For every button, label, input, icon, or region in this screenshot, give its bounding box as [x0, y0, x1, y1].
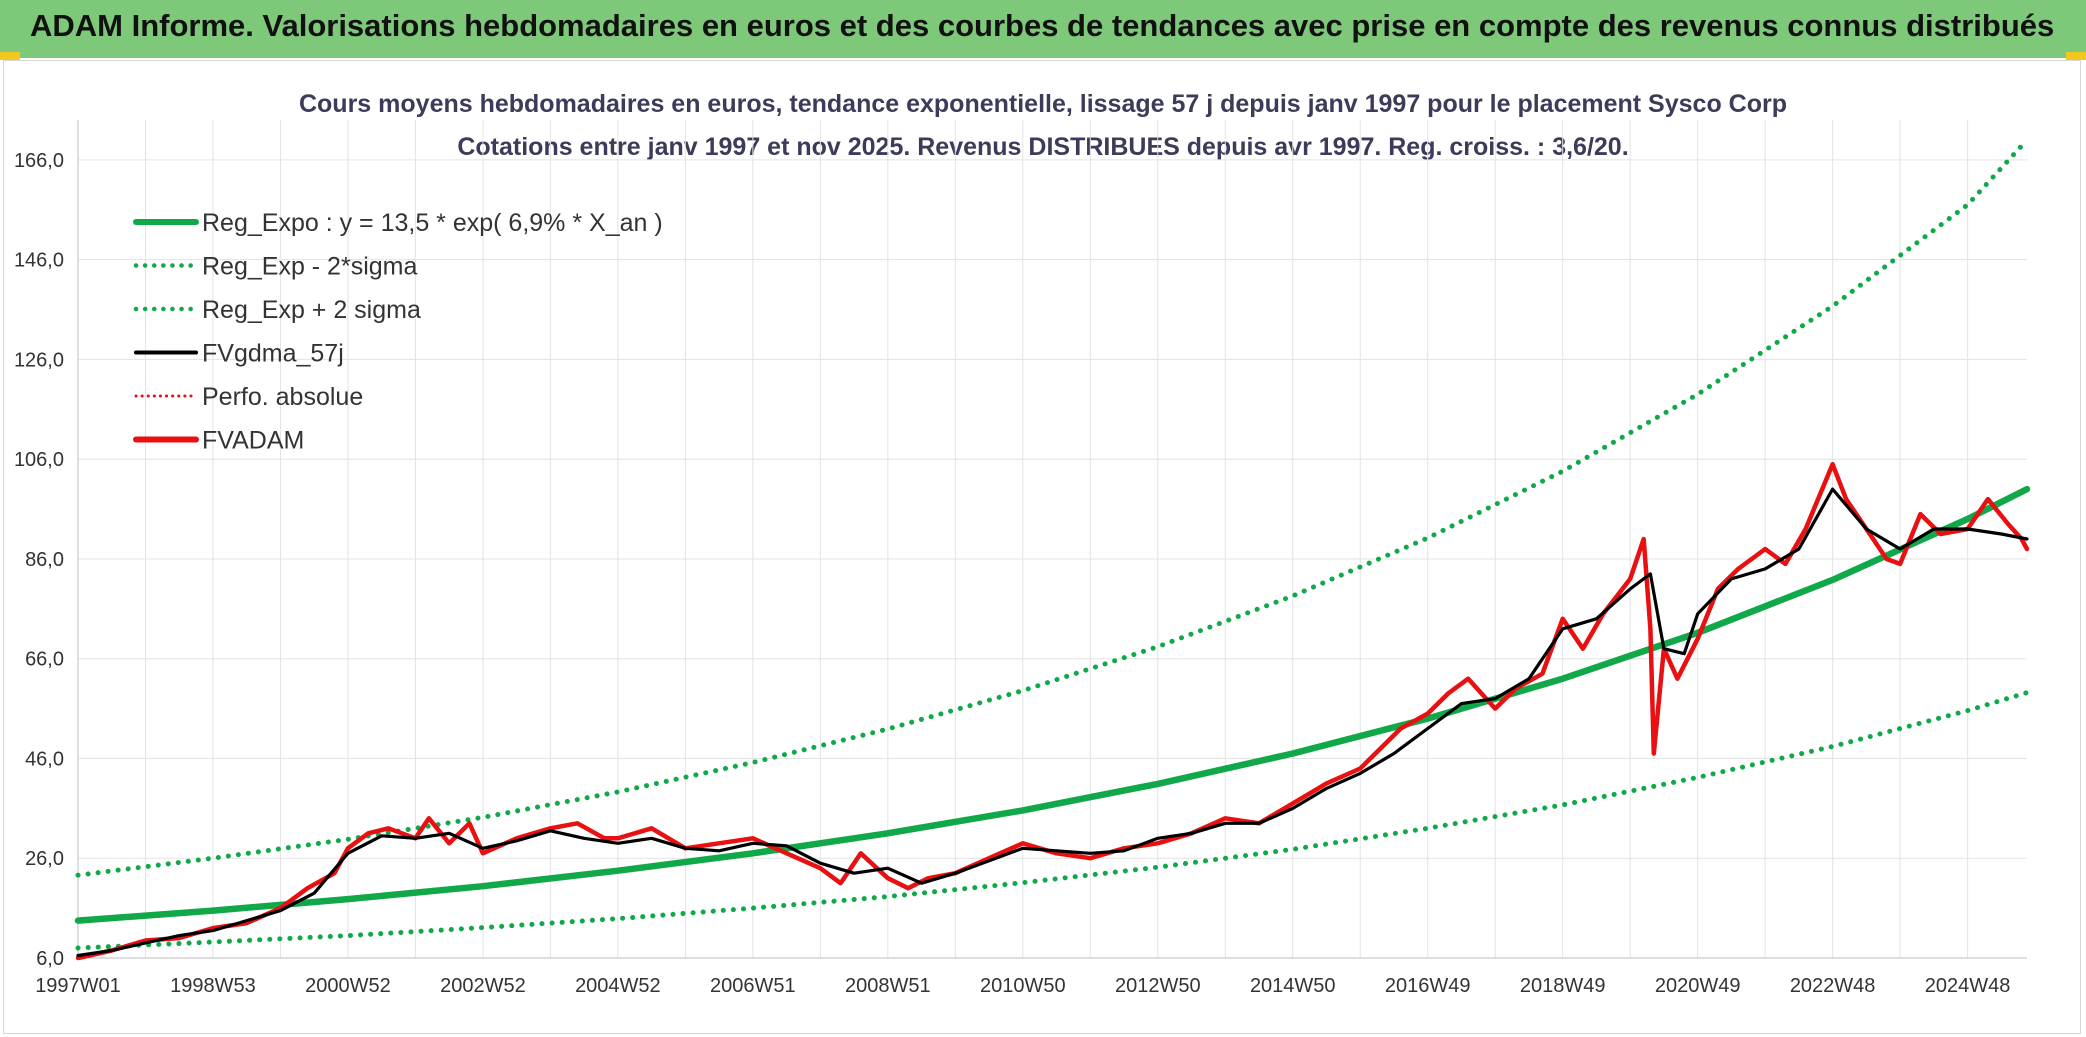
- legend-label-0: Reg_Expo : y = 13,5 * exp( 6,9% * X_an ): [202, 209, 663, 237]
- legend-label-2: Reg_Exp + 2 sigma: [202, 296, 421, 324]
- corner-mark-left: [0, 52, 20, 60]
- y-tick-label: 166,0: [14, 150, 64, 172]
- x-tick-label: 1997W01: [35, 975, 121, 997]
- x-tick-label: 2002W52: [440, 975, 526, 997]
- series-line-2: [75, 137, 2030, 878]
- x-tick-label: 2018W49: [1520, 975, 1606, 997]
- series-line-0: [74, 485, 2031, 924]
- legend-label-3: FVgdma_57j: [202, 340, 344, 368]
- x-tick-label: 2014W50: [1250, 975, 1336, 997]
- y-tick-label: 66,0: [25, 649, 64, 671]
- corner-mark-right: [2066, 52, 2086, 60]
- y-tick-label: 46,0: [25, 748, 64, 770]
- y-tick-label: 126,0: [14, 349, 64, 371]
- series-line-1: [75, 690, 2030, 951]
- banner-title: ADAM Informe. Valorisations hebdomadaire…: [30, 8, 2055, 43]
- x-tick-label: 2012W50: [1115, 975, 1201, 997]
- x-tick-label: 2010W50: [980, 975, 1066, 997]
- x-tick-label: 2000W52: [305, 975, 391, 997]
- x-tick-label: 2016W49: [1385, 975, 1471, 997]
- gridlines: [78, 120, 2027, 959]
- banner: ADAM Informe. Valorisations hebdomadaire…: [0, 0, 2086, 58]
- y-tick-label: 86,0: [25, 549, 64, 571]
- chart-subtitle: Cotations entre janv 1997 et nov 2025. R…: [457, 133, 1628, 161]
- axes: 6,0 26,0 46,0 66,0 86,0 106,0 126,0 146,0 166,0 1…: [14, 120, 2027, 997]
- x-tick-label: 1998W53: [170, 975, 256, 997]
- x-tick-label: 2024W48: [1925, 975, 2011, 997]
- chart-frame: [3, 60, 2081, 1034]
- legend-label-1: Reg_Exp - 2*sigma: [202, 253, 417, 281]
- x-tick-label: 2022W48: [1790, 975, 1876, 997]
- y-tick-label: 26,0: [25, 848, 64, 870]
- chart-title: Cours moyens hebdomadaires en euros, ten…: [299, 90, 1787, 118]
- y-tick-label: 106,0: [14, 449, 64, 471]
- x-tick-label: 2004W52: [575, 975, 661, 997]
- x-tick-label: 2008W51: [845, 975, 931, 997]
- x-tick-label: 2020W49: [1655, 975, 1741, 997]
- series-line-3: [76, 487, 2029, 958]
- legend: Reg_Expo : y = 13,5 * exp( 6,9% * X_an )…: [133, 209, 663, 455]
- legend-label-5: FVADAM: [202, 427, 304, 455]
- legend-label-4: Perfo. absolue: [202, 383, 363, 411]
- y-tick-label: 6,0: [36, 948, 64, 970]
- series-group: [74, 137, 2031, 961]
- x-tick-label: 2006W51: [710, 975, 796, 997]
- y-tick-label: 146,0: [14, 250, 64, 272]
- series-line-5: [75, 461, 2030, 961]
